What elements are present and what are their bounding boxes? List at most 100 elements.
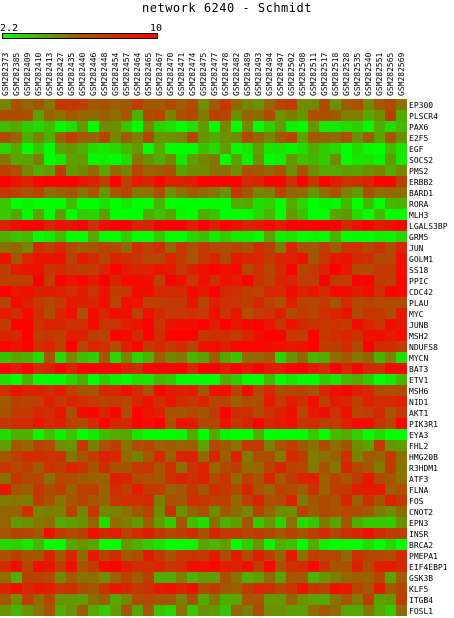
heatmap-cell — [385, 385, 396, 396]
heatmap-cell — [154, 264, 165, 275]
heatmap-cell — [341, 286, 352, 297]
heatmap-cell — [308, 341, 319, 352]
heatmap-cell — [264, 143, 275, 154]
heatmap-cell — [352, 363, 363, 374]
heatmap-cell — [132, 352, 143, 363]
heatmap-cell — [242, 550, 253, 561]
heatmap-cell — [132, 451, 143, 462]
heatmap-cell — [176, 187, 187, 198]
heatmap-cell — [33, 539, 44, 550]
heatmap-cell — [231, 506, 242, 517]
heatmap-cell — [33, 605, 44, 616]
heatmap-cell — [286, 253, 297, 264]
heatmap-cell — [55, 605, 66, 616]
heatmap-cell — [154, 429, 165, 440]
heatmap-cell — [264, 286, 275, 297]
heatmap-cell — [396, 308, 407, 319]
heatmap-cell — [88, 330, 99, 341]
heatmap-cell — [121, 286, 132, 297]
heatmap-cell — [132, 473, 143, 484]
heatmap-cell — [308, 165, 319, 176]
heatmap-cell — [198, 517, 209, 528]
heatmap-cell — [363, 99, 374, 110]
heatmap-cell — [154, 484, 165, 495]
heatmap-cell — [341, 473, 352, 484]
heatmap-cell — [44, 528, 55, 539]
heatmap-cell — [286, 363, 297, 374]
heatmap-cell — [22, 363, 33, 374]
heatmap-cell — [297, 462, 308, 473]
heatmap-cell — [396, 132, 407, 143]
heatmap-cell — [242, 319, 253, 330]
heatmap-cell — [220, 583, 231, 594]
heatmap-cell — [286, 528, 297, 539]
heatmap-cell — [11, 451, 22, 462]
heatmap-cell — [55, 407, 66, 418]
heatmap-cell — [220, 231, 231, 242]
heatmap-cell — [374, 154, 385, 165]
heatmap-cell — [165, 253, 176, 264]
heatmap-cell — [77, 297, 88, 308]
heatmap-cell — [264, 407, 275, 418]
heatmap-cell — [330, 308, 341, 319]
heatmap-cell — [330, 484, 341, 495]
heatmap-cell — [396, 275, 407, 286]
heatmap-cell — [341, 132, 352, 143]
heatmap-cell — [198, 209, 209, 220]
heatmap-cell — [253, 396, 264, 407]
heatmap-cell — [341, 374, 352, 385]
heatmap-cell — [22, 418, 33, 429]
heatmap-cell — [198, 396, 209, 407]
heatmap-cell — [132, 418, 143, 429]
heatmap-cell — [99, 363, 110, 374]
heatmap-cell — [88, 231, 99, 242]
heatmap-cell — [396, 330, 407, 341]
heatmap-cell — [341, 550, 352, 561]
heatmap-cell — [319, 385, 330, 396]
heatmap-cell — [11, 462, 22, 473]
row-label: MSH2 — [409, 332, 428, 341]
row-label: PAX6 — [409, 123, 428, 132]
heatmap-cell — [154, 363, 165, 374]
heatmap-cell — [231, 396, 242, 407]
heatmap-cell — [165, 297, 176, 308]
heatmap-cell — [33, 396, 44, 407]
heatmap-cell — [275, 165, 286, 176]
heatmap-cell — [55, 363, 66, 374]
heatmap-cell — [253, 385, 264, 396]
heatmap-cell — [374, 594, 385, 605]
heatmap-cell — [396, 319, 407, 330]
heatmap-cell — [231, 341, 242, 352]
heatmap-cell — [242, 374, 253, 385]
heatmap-cell — [209, 561, 220, 572]
heatmap-cell — [198, 308, 209, 319]
heatmap-cell — [66, 154, 77, 165]
heatmap-cell — [99, 352, 110, 363]
heatmap-cell — [220, 220, 231, 231]
heatmap-cell — [385, 209, 396, 220]
heatmap-cell — [297, 374, 308, 385]
heatmap-cell — [363, 187, 374, 198]
heatmap-cell — [143, 605, 154, 616]
heatmap-cell — [253, 352, 264, 363]
heatmap-cell — [275, 297, 286, 308]
heatmap-cell — [264, 506, 275, 517]
heatmap-cell — [363, 594, 374, 605]
heatmap-cell — [275, 517, 286, 528]
heatmap-cell — [198, 605, 209, 616]
heatmap-cell — [22, 121, 33, 132]
heatmap-cell — [44, 550, 55, 561]
heatmap-cell — [66, 374, 77, 385]
heatmap-cell — [132, 374, 143, 385]
heatmap-cell — [11, 242, 22, 253]
row-label: NDUFS8 — [409, 343, 438, 352]
heatmap-cell — [297, 473, 308, 484]
row-label: MYC — [409, 310, 424, 319]
heatmap-cell — [55, 275, 66, 286]
heatmap-cell — [374, 242, 385, 253]
column-label: GSM282464 — [133, 52, 142, 96]
heatmap-cell — [231, 286, 242, 297]
heatmap-cell — [99, 330, 110, 341]
heatmap-cell — [22, 176, 33, 187]
heatmap-cell — [308, 462, 319, 473]
